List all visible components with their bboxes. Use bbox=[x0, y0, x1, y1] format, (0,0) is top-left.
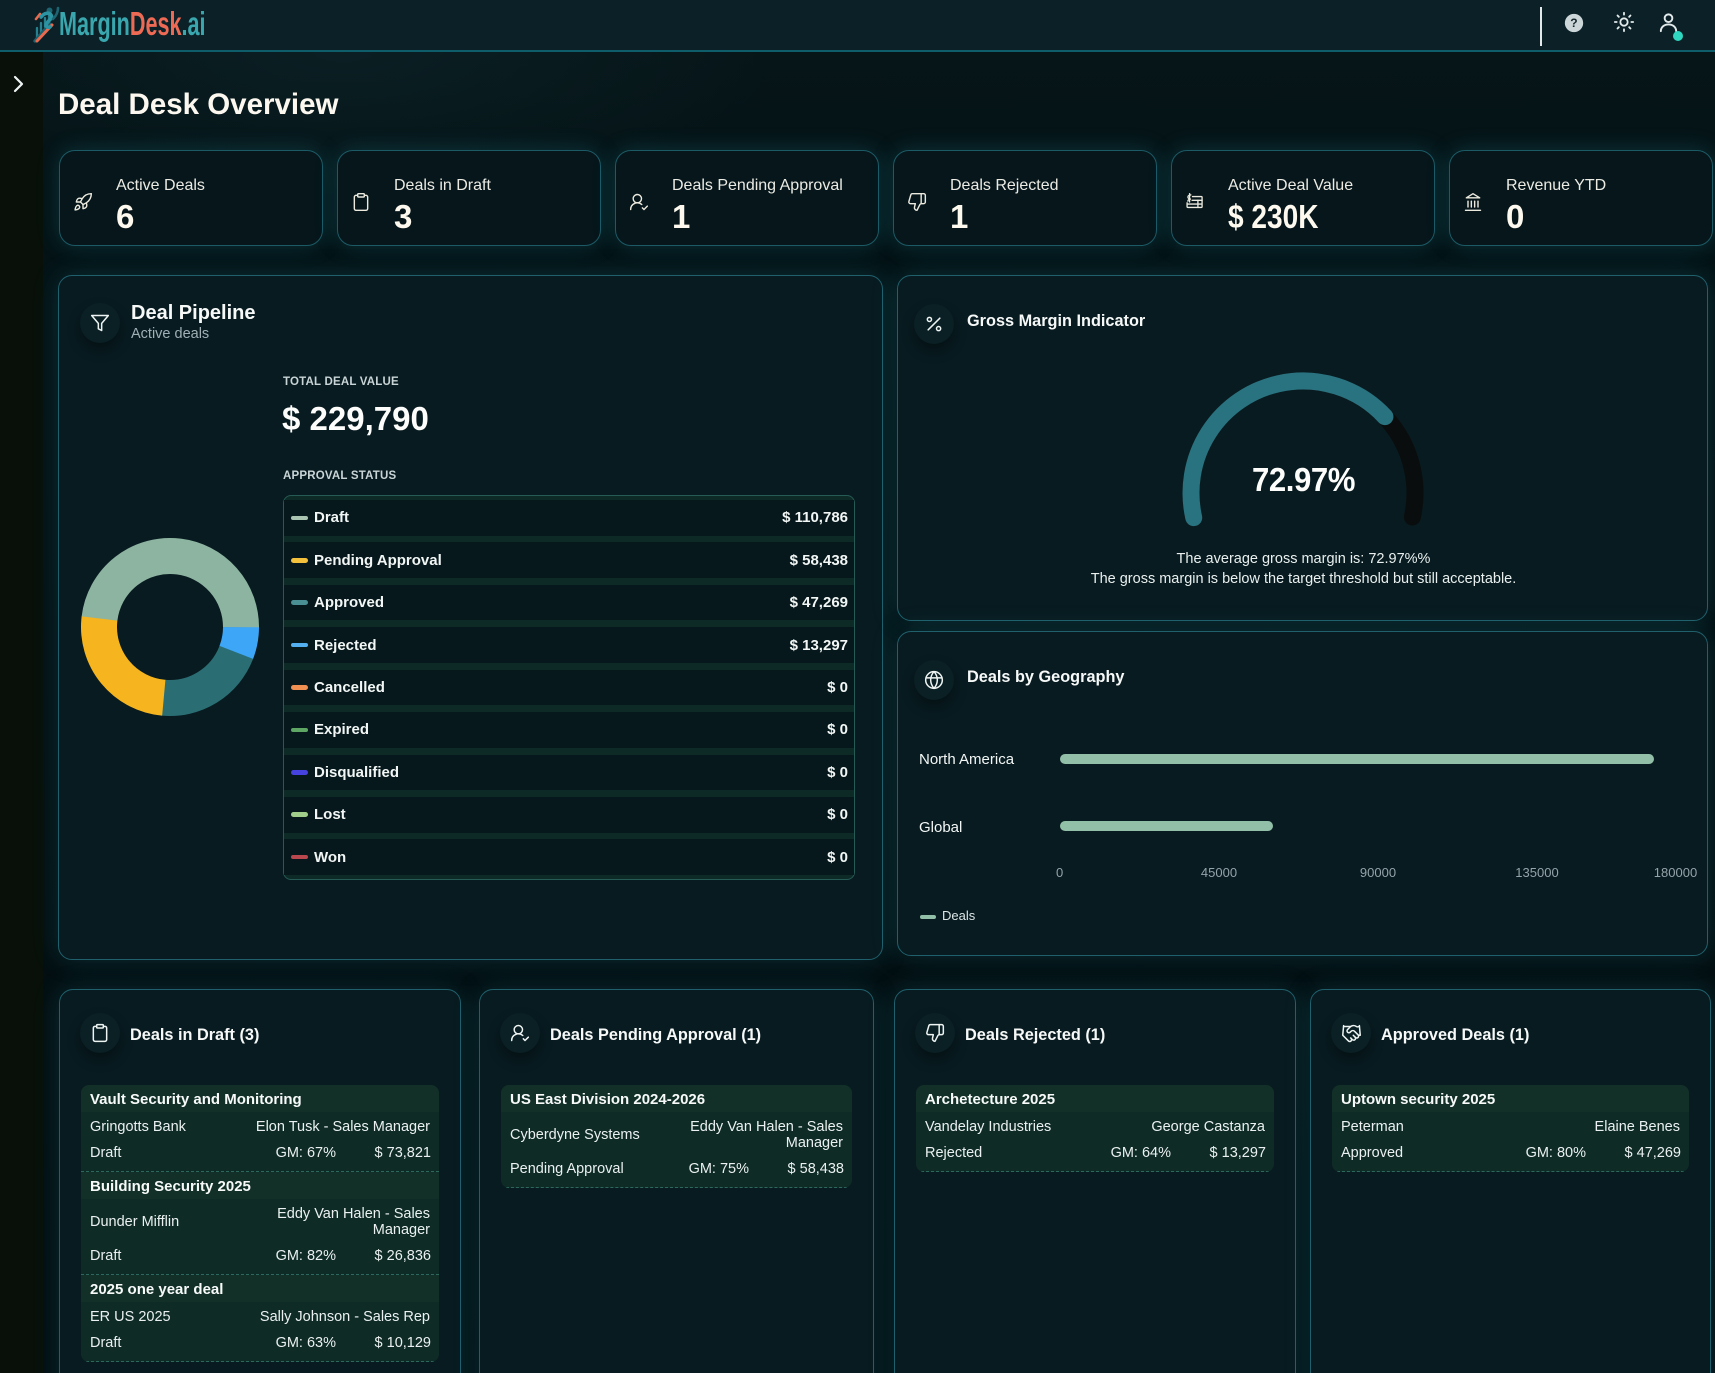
svg-text:?: ? bbox=[1570, 16, 1577, 30]
